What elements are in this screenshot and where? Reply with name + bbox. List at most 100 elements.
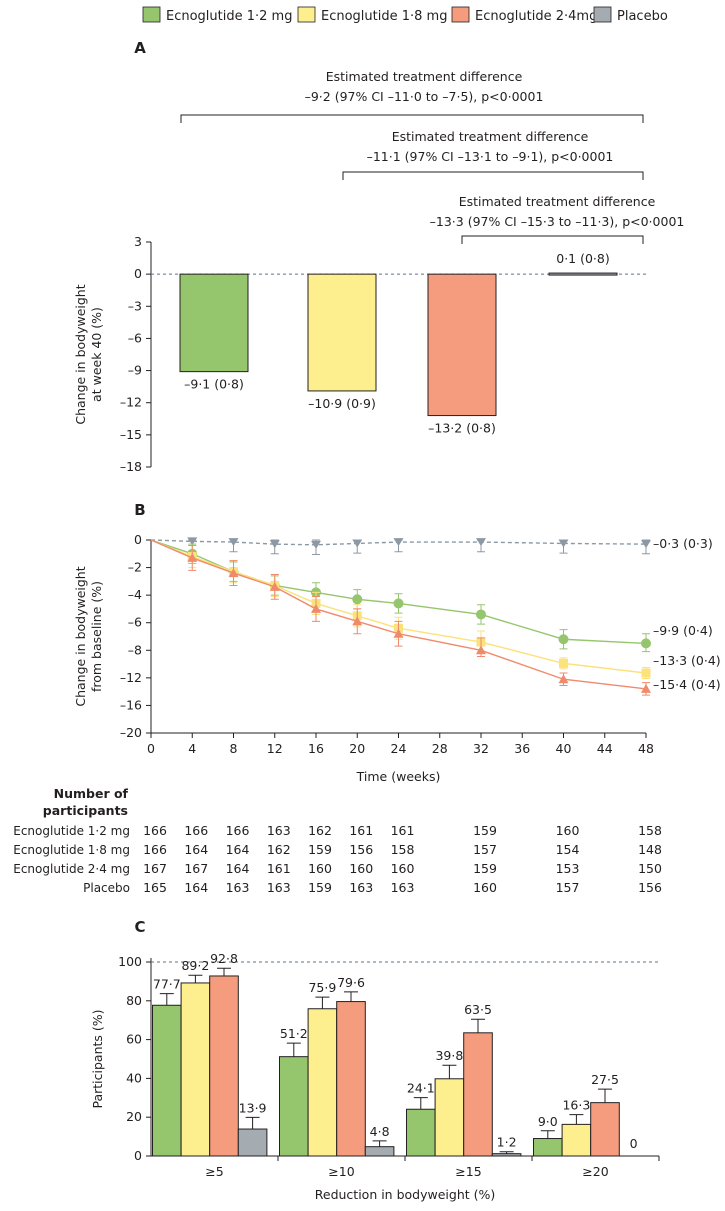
panel-c-bar-label: 92·8 xyxy=(210,951,238,966)
panel-b-x-tick-label: 36 xyxy=(514,741,530,756)
panel-b-line-chart: B 0–2–4–6–8–12–16–200 4 8 12 16 20 24 28 32 36 40 4… xyxy=(73,501,721,784)
panel-c-bar-label: 51·2 xyxy=(280,1026,308,1041)
panel-c-error-bar xyxy=(471,1018,485,1033)
participants-row-name: Placebo xyxy=(83,881,130,895)
panel-c-bar-label: 13·9 xyxy=(239,1100,267,1115)
panel-c-bar-label: 39·8 xyxy=(435,1048,463,1063)
panel-b-point-placebo xyxy=(187,537,198,546)
participants-count: 164 xyxy=(226,861,250,876)
panel-c-bar xyxy=(364,1146,395,1157)
panel-b-point-e24 xyxy=(269,581,280,591)
panel-b-x-tick-label: 4 xyxy=(188,741,196,756)
panel-b-x-tick-label: 32 xyxy=(473,741,489,756)
panel-b-y-axis-label: Change in bodyweightfrom baseline (%) xyxy=(73,566,104,706)
panel-b-end-label-4: –15·4 (0·4) xyxy=(653,677,721,692)
panel-b-end-label-3: –13·3 (0·4) xyxy=(653,653,721,668)
panel-a-y-tick-label: –9 xyxy=(128,363,142,378)
panel-c-error-bar xyxy=(598,1088,612,1103)
participants-count: 159 xyxy=(308,880,332,895)
treatment-difference-title-2: Estimated treatment difference xyxy=(392,129,589,144)
panel-c-error-bar xyxy=(372,1140,387,1147)
panel-b-line-3 xyxy=(150,539,647,674)
panel-b-point-placebo xyxy=(228,538,239,547)
panel-b-x-tick-label: 12 xyxy=(267,741,283,756)
panel-c-bar-label: 9·0 xyxy=(538,1114,558,1129)
panel-a-y-tick-label: –15 xyxy=(120,427,142,442)
panel-b-x-tick-label: 0 xyxy=(147,741,155,756)
panel-a-bar-label-4: 0·1 (0·8) xyxy=(556,251,610,266)
participants-count: 163 xyxy=(349,880,373,895)
participants-row-name: Ecnoglutide 2·4 mg xyxy=(13,862,130,876)
legend: Ecnoglutide 1·2 mg Ecnoglutide 1·8 mg Ecno… xyxy=(142,6,668,24)
panel-b-y-tick-label: –20 xyxy=(120,725,142,740)
participants-count: 161 xyxy=(349,823,373,838)
panel-b-point-placebo xyxy=(311,540,321,549)
treatment-difference-title-1: Estimated treatment difference xyxy=(326,69,523,84)
panel-b-point-placebo xyxy=(352,539,363,548)
legend-label-4: Placebo xyxy=(617,9,668,24)
panel-b-point-placebo xyxy=(476,538,486,547)
panel-c-bar xyxy=(491,1153,522,1157)
panel-a-bar-2 xyxy=(307,273,377,392)
legend-label-1: Ecnoglutide 1·2 mg xyxy=(166,9,292,24)
panel-a-y-tick-label: –18 xyxy=(120,459,142,474)
panel-c-bar xyxy=(336,1001,366,1157)
panel-c-error-bar xyxy=(442,1064,457,1079)
panel-a-bar-3 xyxy=(427,273,497,417)
panel-b-end-label-2: –9·9 (0·4) xyxy=(653,623,713,638)
panel-c-y-axis-label: Participants (%) xyxy=(90,1009,105,1108)
participants-count: 153 xyxy=(556,861,580,876)
participants-count: 158 xyxy=(391,842,415,857)
participants-count: 159 xyxy=(473,861,497,876)
panel-c-y-tick-label: 20 xyxy=(126,1109,142,1124)
treatment-difference-bracket-2 xyxy=(342,171,644,180)
panel-b-series: –0·3 (0·3) –9·9 (0·4) –13·3 (0·4) –15·4 (0·… xyxy=(150,536,721,696)
panel-b-point-e18 xyxy=(559,658,568,668)
participants-count: 157 xyxy=(556,880,580,895)
panel-b-point-placebo xyxy=(393,538,404,547)
panel-c-error-bar xyxy=(315,996,330,1009)
panel-c-error-bar xyxy=(188,974,203,983)
participants-count: 160 xyxy=(349,861,373,876)
panel-b-axes: 0–2–4–6–8–12–16–200 4 8 12 16 20 24 28 32 36 40 44 4… xyxy=(73,532,654,784)
panel-b-point-e12 xyxy=(393,598,404,609)
treatment-difference-bracket-1 xyxy=(180,114,644,123)
participants-count: 167 xyxy=(143,861,167,876)
panel-a-y-axis-label-line: at week 40 (%) xyxy=(89,307,104,402)
panel-c-error-bar xyxy=(499,1151,514,1154)
panel-a-bar-label-2: –10·9 (0·9) xyxy=(308,396,376,411)
panel-c-bar-label: 79·6 xyxy=(337,975,365,990)
legend-label-3: Ecnoglutide 2·4mg xyxy=(475,9,597,24)
treatment-difference-brackets: Estimated treatment difference –9·2 (97% … xyxy=(180,69,684,244)
panel-b-y-axis-label-line: from baseline (%) xyxy=(89,581,104,692)
participants-count: 166 xyxy=(184,823,208,838)
panel-a-bars: –9·1 (0·8) –10·9 (0·9) –13·2 (0·8) 0·1 (0·8… xyxy=(179,251,618,436)
panel-c-bar-label: 63·5 xyxy=(464,1002,492,1017)
participants-count: 160 xyxy=(308,861,332,876)
panel-c-y-tick-label: 0 xyxy=(134,1148,142,1163)
legend-label-2: Ecnoglutide 1·8 mg xyxy=(321,9,447,24)
panel-c-error-bar xyxy=(286,1042,301,1057)
panel-b-point-placebo xyxy=(558,539,569,548)
panel-c-bar xyxy=(279,1056,309,1157)
panel-c-x-axis-label: Reduction in bodyweight (%) xyxy=(315,1187,496,1202)
panel-b-y-tick-label: –4 xyxy=(128,587,142,602)
participants-count: 160 xyxy=(473,880,497,895)
legend-swatch-1 xyxy=(142,6,161,23)
participants-count: 160 xyxy=(391,861,415,876)
panel-b-line-2 xyxy=(150,539,647,645)
panel-b-x-tick-label: 16 xyxy=(308,741,324,756)
panel-b-x-tick-label: 20 xyxy=(349,741,365,756)
panel-c-bar xyxy=(434,1078,465,1157)
legend-swatch-2 xyxy=(297,6,316,23)
panel-c-bar-label: 27·5 xyxy=(591,1072,619,1087)
participants-count: 162 xyxy=(308,823,332,838)
panel-b-line-4 xyxy=(150,539,647,690)
participants-count: 150 xyxy=(638,861,662,876)
panel-c-y-tick-label: 40 xyxy=(126,1070,142,1085)
panel-c-bar xyxy=(209,975,239,1157)
participants-count: 163 xyxy=(267,880,291,895)
panel-a-y-tick-label: –12 xyxy=(120,395,142,410)
panel-b-y-tick-label: –8 xyxy=(128,642,142,657)
panel-c-bar-label: 16·3 xyxy=(562,1098,590,1113)
